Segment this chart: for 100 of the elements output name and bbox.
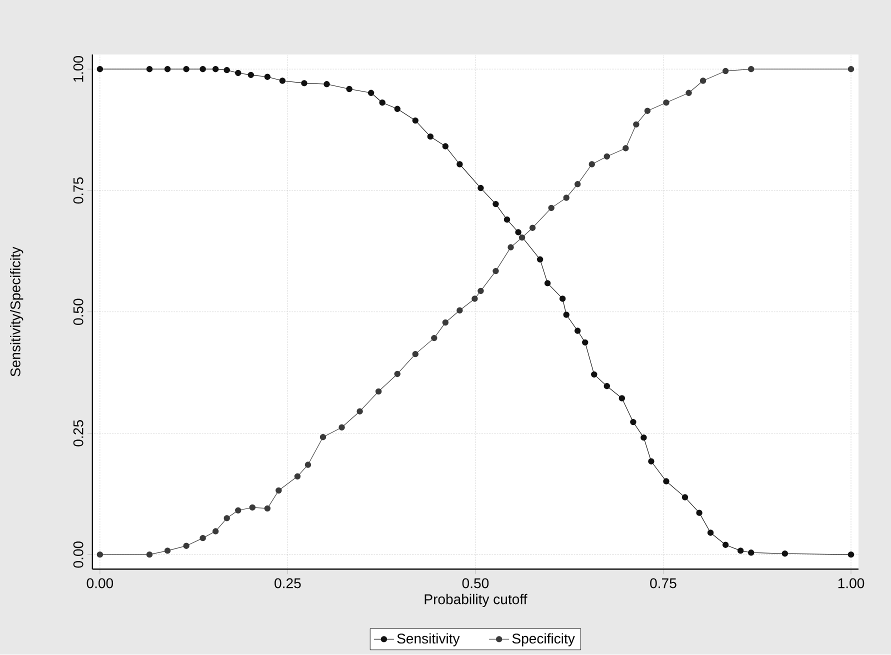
point [394,106,400,112]
point [515,229,522,236]
point [748,550,754,556]
point [368,90,374,96]
point [604,383,610,390]
point [96,552,104,558]
point [618,395,626,402]
point [442,320,449,326]
x-tick-label: 0.25 [274,578,301,588]
point [412,118,418,124]
point [644,108,651,114]
point [663,478,670,485]
point [442,143,449,150]
x-tick-label: 0.00 [86,578,114,588]
point [235,508,242,514]
point [604,154,610,160]
point [264,506,271,512]
legend-label: Sensitivity [397,634,460,647]
point [427,134,434,140]
point [737,548,744,554]
point [782,550,788,557]
point [379,100,386,106]
point [472,296,478,302]
y-tick-label: 0.00 [73,542,84,568]
point [183,66,190,72]
point [722,68,729,74]
point [696,510,702,516]
point [508,244,514,251]
point [249,504,256,511]
x-tick-label: 0.50 [462,578,489,588]
point [235,70,242,76]
point [146,66,153,72]
y-tick-label: 1.00 [73,56,84,82]
point [224,67,230,74]
point [431,335,438,342]
point [559,296,566,302]
point [848,552,854,558]
point [563,312,570,318]
point [212,528,219,535]
point [518,234,526,241]
point [682,494,688,501]
point [848,66,854,72]
point [320,434,326,440]
point [96,66,104,72]
point [633,122,640,128]
point [324,81,330,88]
point [529,224,536,232]
point [248,72,254,78]
point [412,351,418,358]
point [700,78,706,84]
point [574,328,581,334]
point [264,74,271,80]
point [492,268,499,274]
point [582,340,588,346]
point [456,308,463,314]
point [164,66,171,72]
point [574,181,581,188]
point [591,372,598,378]
point [394,371,400,378]
point [164,548,171,554]
point [563,194,570,202]
point [640,434,647,441]
legend-label: Specificity [512,634,575,647]
point [630,419,636,426]
y-tick-label: 0.75 [73,178,84,204]
y-axis-title: Sensitivity/Specificity [10,246,24,377]
point [622,145,629,152]
point [456,161,463,168]
point [338,424,345,431]
point [212,66,219,72]
point [544,280,551,287]
point [279,78,286,84]
point [504,216,510,223]
y-tick-label: 0.50 [73,298,84,326]
point [301,80,308,87]
point [707,530,714,536]
x-tick-label: 0.75 [650,578,676,588]
point [346,86,352,92]
x-tick-label: 1.00 [838,578,864,588]
point [478,185,484,192]
point [183,542,190,550]
point [663,100,670,106]
point [722,542,729,548]
point [588,161,595,168]
point [294,474,301,480]
point [686,90,692,96]
y-tick-label: 0.25 [73,420,84,447]
point [548,205,554,212]
point [748,66,754,72]
x-axis-title: Probability cutoff [424,594,528,608]
point [200,66,206,72]
point [536,256,544,263]
point [224,515,230,522]
point [492,201,499,208]
point [200,535,206,542]
point [276,488,282,494]
point [478,288,484,294]
point [304,462,312,468]
point [356,408,363,415]
point [375,388,382,395]
